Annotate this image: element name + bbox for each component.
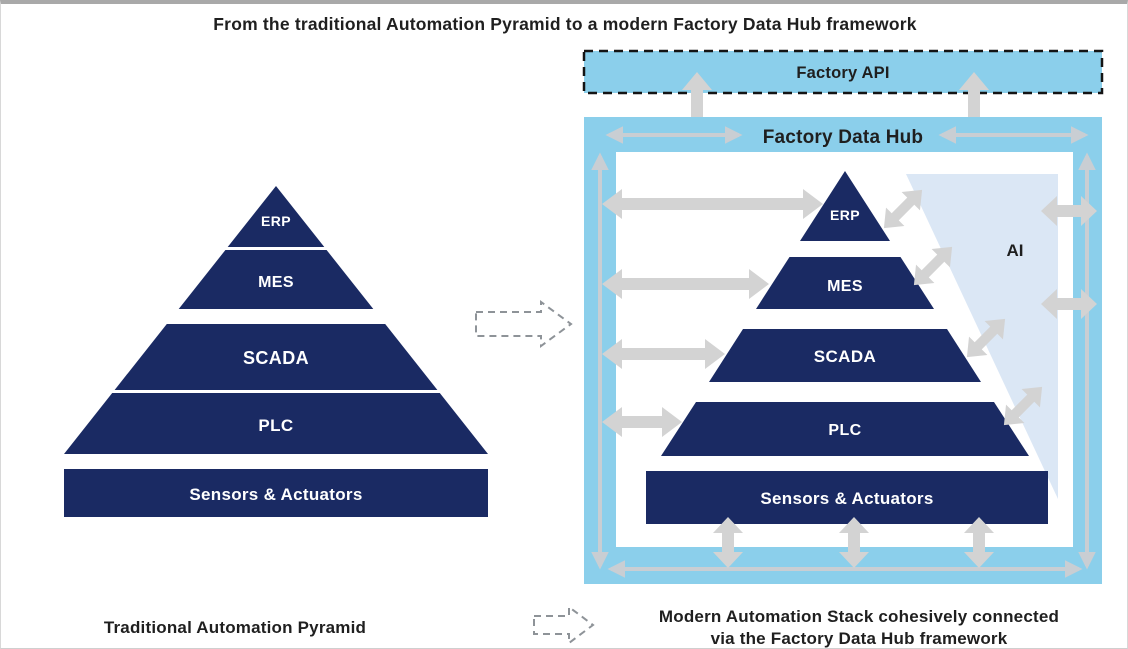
diagonal-arrow-icon <box>1003 386 1043 426</box>
page-title: From the traditional Automation Pyramid … <box>213 14 916 34</box>
diagram-canvas: From the traditional Automation Pyramid … <box>64 14 1104 648</box>
layer-label-erp: ERP <box>830 207 860 223</box>
factory-api-box: Factory API <box>582 49 1104 95</box>
diagonal-arrow-icon <box>966 318 1006 358</box>
pyramid-layer-scada <box>709 329 981 382</box>
layer-label-erp: ERP <box>261 213 291 229</box>
layer-label-scada: SCADA <box>814 347 876 366</box>
sensor-link-arrow-icon <box>964 517 994 568</box>
sensors-actuators-label: Sensors & Actuators <box>760 489 933 508</box>
layer-link-arrow-plc-icon <box>602 407 682 437</box>
api-hub-double-arrow-icon <box>959 72 989 146</box>
pyramid-layer-erp <box>227 186 325 247</box>
sensors-actuators-bar <box>64 469 488 517</box>
layer-label-mes: MES <box>258 274 294 291</box>
hub-title: Factory Data Hub <box>763 127 924 148</box>
pyramid-layer-plc <box>64 393 488 454</box>
pyramid-layer-mes <box>756 257 934 309</box>
layer-label-scada: SCADA <box>243 348 309 368</box>
sensors-actuators-label: Sensors & Actuators <box>189 485 362 504</box>
dashed-transition-arrow-icon <box>475 300 573 348</box>
pyramid-layer-erp <box>800 171 890 241</box>
layer-link-arrow-mes-icon <box>602 269 769 299</box>
sensors-actuators-bar <box>646 471 1048 524</box>
layer-label-plc: PLC <box>828 422 861 439</box>
layer-label-mes: MES <box>827 278 863 295</box>
modern-pyramid: ERP MES SCADA PLC Sensors & Actuators <box>646 171 1048 524</box>
diagonal-arrow-icon <box>883 189 923 229</box>
sensor-link-arrow-icon <box>713 517 743 568</box>
ai-link-arrow-icon <box>1041 289 1097 319</box>
traditional-pyramid: ERP MES SCADA PLC Sensors & Actuators <box>64 186 488 517</box>
pyramid-ai-diagonal-arrows <box>883 189 1043 426</box>
pyramid-layer-mes <box>178 250 374 309</box>
factory-data-hub: Factory Data Hub AI ERP MES SCADA PLC Se… <box>584 117 1102 584</box>
sensor-link-arrow-icon <box>839 517 869 568</box>
layer-link-arrow-erp-icon <box>602 189 823 219</box>
ai-link-arrow-icon <box>1041 196 1097 226</box>
factory-api-label: Factory API <box>796 64 889 82</box>
right-caption-line1: Modern Automation Stack cohesively conne… <box>659 607 1059 626</box>
diagonal-arrow-icon <box>913 246 953 286</box>
factory-api-rect <box>582 49 1104 95</box>
layer-label-plc: PLC <box>258 416 293 435</box>
pyramid-layer-scada <box>114 324 438 390</box>
layer-link-arrow-scada-icon <box>602 339 725 369</box>
api-hub-double-arrow-icon <box>682 72 712 146</box>
left-caption: Traditional Automation Pyramid <box>104 618 366 637</box>
right-caption-line2: via the Factory Data Hub framework <box>711 629 1008 648</box>
pyramid-layer-plc <box>661 402 1029 456</box>
ai-label: AI <box>1007 241 1024 260</box>
dashed-caption-arrow-icon <box>533 605 595 645</box>
